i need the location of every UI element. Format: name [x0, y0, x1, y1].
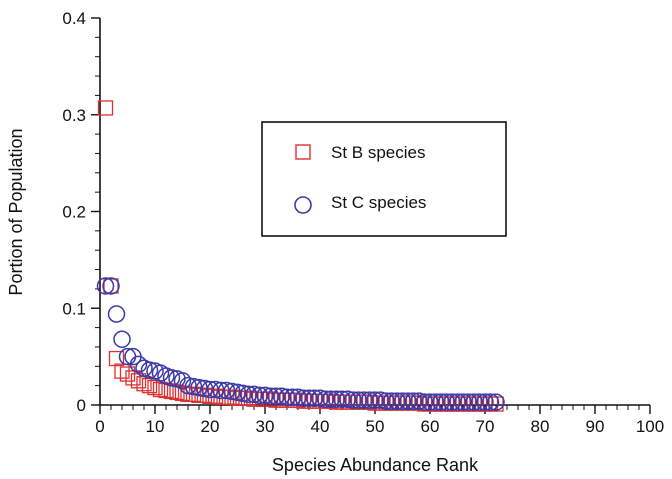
x-tick-label: 60	[421, 417, 440, 436]
legend: St B species St C species	[261, 121, 507, 237]
st-b-point	[103, 278, 119, 294]
legend-square-marker-icon	[295, 144, 311, 160]
x-tick-label: 10	[146, 417, 165, 436]
legend-box	[261, 121, 507, 237]
x-tick-label: 70	[476, 417, 495, 436]
y-tick-label: 0	[77, 396, 86, 415]
st-c-point	[173, 372, 192, 390]
st-c-point	[179, 376, 197, 395]
legend-label-st-b: St B species	[331, 143, 426, 162]
tick-labels: 0 10 20 30 40 50 60 70 80 90 100 0 0.1 0.2 0.3 0.4	[62, 9, 664, 436]
x-tick-label: 50	[366, 417, 385, 436]
st-b-point	[147, 379, 163, 396]
st-c-point	[102, 277, 120, 295]
x-axis-title: Species Abundance Rank	[272, 455, 479, 475]
y-tick-label: 0.4	[62, 9, 86, 28]
x-tick-label: 20	[201, 417, 220, 436]
st-b-point	[185, 386, 202, 403]
st-c-point	[476, 393, 494, 411]
legend-label-st-c: St C species	[331, 193, 426, 212]
st-c-point	[129, 355, 148, 374]
st-c-point	[481, 393, 500, 411]
st-c-point	[96, 277, 115, 295]
x-tick-label: 100	[636, 417, 664, 436]
x-tick-label: 30	[256, 417, 275, 436]
data-points	[96, 100, 505, 412]
st-b-point	[108, 350, 125, 367]
x-tick-label: 80	[531, 417, 550, 436]
st-c-point	[217, 381, 236, 400]
y-tick-label: 0.1	[62, 299, 86, 318]
x-tick-label: 90	[586, 417, 605, 436]
st-c-point	[487, 393, 505, 411]
st-c-point	[113, 330, 131, 348]
st-c-point	[140, 361, 159, 379]
st-c-point	[184, 377, 203, 396]
st-c-point	[107, 305, 126, 323]
y-axis-title: Portion of Population	[6, 128, 26, 295]
legend-circle-marker-icon	[294, 196, 312, 214]
series-st-c	[96, 277, 505, 411]
x-tick-label: 40	[311, 417, 330, 436]
y-tick-label: 0.2	[62, 203, 86, 222]
x-tick-label: 0	[95, 417, 104, 436]
st-c-point	[223, 382, 241, 401]
y-tick-label: 0.3	[62, 106, 86, 125]
st-b-point	[97, 100, 114, 116]
st-c-point	[162, 369, 181, 387]
